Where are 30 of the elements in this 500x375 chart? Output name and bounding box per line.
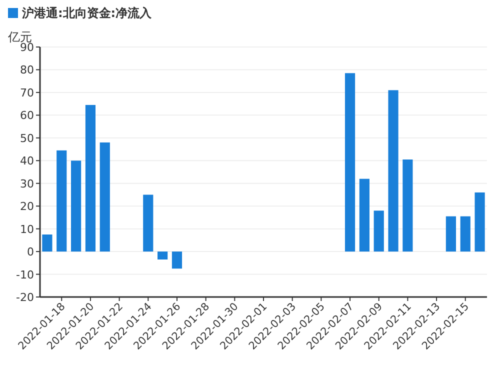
y-axis-title: 亿元 <box>7 30 32 44</box>
bar <box>172 252 182 269</box>
bar <box>374 210 384 252</box>
y-tick-label: -10 <box>16 268 34 282</box>
bar <box>158 252 168 260</box>
bar <box>446 216 456 252</box>
y-tick-label: 50 <box>20 132 34 145</box>
y-tick-label: 30 <box>20 177 34 190</box>
bar <box>71 160 82 252</box>
bar <box>42 234 52 252</box>
y-tick-label: 60 <box>20 109 34 122</box>
y-tick-label: 10 <box>20 222 34 236</box>
y-tick-label: 40 <box>20 154 34 168</box>
bar <box>460 216 470 252</box>
bar <box>388 90 398 252</box>
bar <box>143 194 154 252</box>
y-tick-label: 90 <box>20 41 34 54</box>
y-tick-label: 80 <box>20 64 34 77</box>
bar <box>474 192 485 252</box>
bar <box>402 160 413 252</box>
legend-label: 沪港通:北向资金:净流入 <box>21 6 153 20</box>
y-tick-label: 0 <box>27 246 34 259</box>
y-tick-label: 70 <box>20 86 34 100</box>
bar <box>359 178 370 252</box>
y-tick-label: -20 <box>16 291 34 304</box>
y-tick-label: 20 <box>20 200 34 214</box>
bar <box>100 142 110 252</box>
bar <box>344 73 356 252</box>
bar <box>85 104 96 252</box>
bar <box>56 150 67 252</box>
